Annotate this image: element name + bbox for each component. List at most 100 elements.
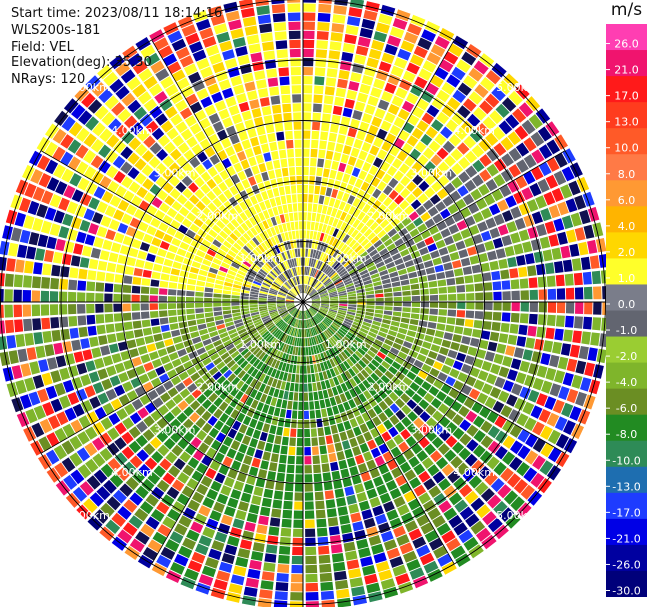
gate (274, 122, 284, 132)
gate (332, 357, 339, 366)
gate (344, 34, 357, 45)
gate (593, 286, 602, 300)
colorbar-swatch (606, 518, 647, 546)
gate (427, 507, 441, 521)
gate (309, 308, 316, 315)
gate (373, 476, 384, 487)
gate (443, 507, 458, 521)
gate (348, 7, 363, 18)
gate (394, 421, 406, 433)
gate (480, 77, 495, 92)
gate (277, 564, 290, 573)
gate (125, 476, 139, 491)
gate (326, 360, 333, 369)
gate (507, 131, 521, 146)
gate (345, 316, 354, 321)
azimuth-line (302, 301, 565, 454)
gate (258, 383, 267, 393)
gate (291, 410, 298, 419)
gate (299, 329, 302, 338)
gate (305, 510, 315, 519)
gate (438, 500, 452, 513)
gate (123, 499, 138, 513)
gate (261, 315, 270, 321)
gate (270, 216, 277, 226)
gate (333, 346, 340, 355)
gate (222, 294, 231, 299)
gate (416, 514, 430, 527)
gate (322, 472, 332, 482)
gate (401, 285, 411, 291)
gate (453, 477, 467, 491)
gate (216, 129, 228, 141)
gate (15, 379, 27, 395)
gate (293, 392, 299, 401)
gate (165, 251, 176, 260)
gate (281, 333, 287, 342)
gate (349, 356, 357, 365)
gate (183, 63, 198, 76)
gate (120, 161, 133, 174)
gate (462, 266, 473, 275)
gate (303, 76, 313, 85)
gate (269, 347, 276, 357)
gate (320, 380, 327, 390)
gate (261, 143, 270, 153)
gate (271, 284, 280, 290)
gate (438, 403, 450, 415)
gate (305, 528, 316, 537)
gate (342, 145, 352, 155)
gate (170, 219, 181, 230)
gate (124, 330, 135, 340)
gate (292, 267, 296, 277)
gate (89, 492, 105, 507)
gate (294, 501, 303, 510)
gate (61, 457, 76, 473)
gate (569, 243, 580, 257)
gate (337, 342, 345, 351)
gate (279, 536, 291, 546)
gate (463, 135, 477, 149)
gate (315, 345, 320, 354)
gate (281, 436, 289, 446)
gate (350, 147, 360, 158)
gate (180, 128, 193, 141)
gate (340, 326, 348, 334)
gate (298, 212, 303, 221)
gate (98, 144, 112, 158)
gate (335, 281, 344, 287)
gate (295, 374, 300, 383)
gate (502, 451, 516, 466)
gate (242, 260, 252, 268)
gate (348, 175, 357, 186)
gate (275, 350, 281, 360)
gate (530, 166, 544, 181)
gate (267, 376, 274, 386)
gate (516, 159, 529, 173)
gate (228, 19, 242, 31)
gate (337, 78, 348, 89)
gate (71, 189, 84, 203)
gate (317, 312, 325, 319)
gate (374, 108, 386, 119)
gate (309, 176, 315, 185)
gate (168, 282, 178, 289)
gate (443, 51, 459, 65)
gate (366, 376, 376, 386)
gate (308, 258, 312, 267)
gate (331, 160, 339, 171)
gate (286, 269, 292, 278)
gate (223, 356, 233, 365)
gate (526, 199, 539, 212)
gate (398, 441, 410, 453)
gate (354, 316, 364, 321)
gate (299, 266, 302, 275)
gate (331, 323, 339, 330)
gate (319, 273, 325, 281)
gate (354, 259, 363, 267)
gate (285, 299, 294, 302)
gate (156, 430, 169, 443)
gate (135, 337, 146, 347)
gate (343, 224, 352, 234)
gate (303, 0, 317, 3)
